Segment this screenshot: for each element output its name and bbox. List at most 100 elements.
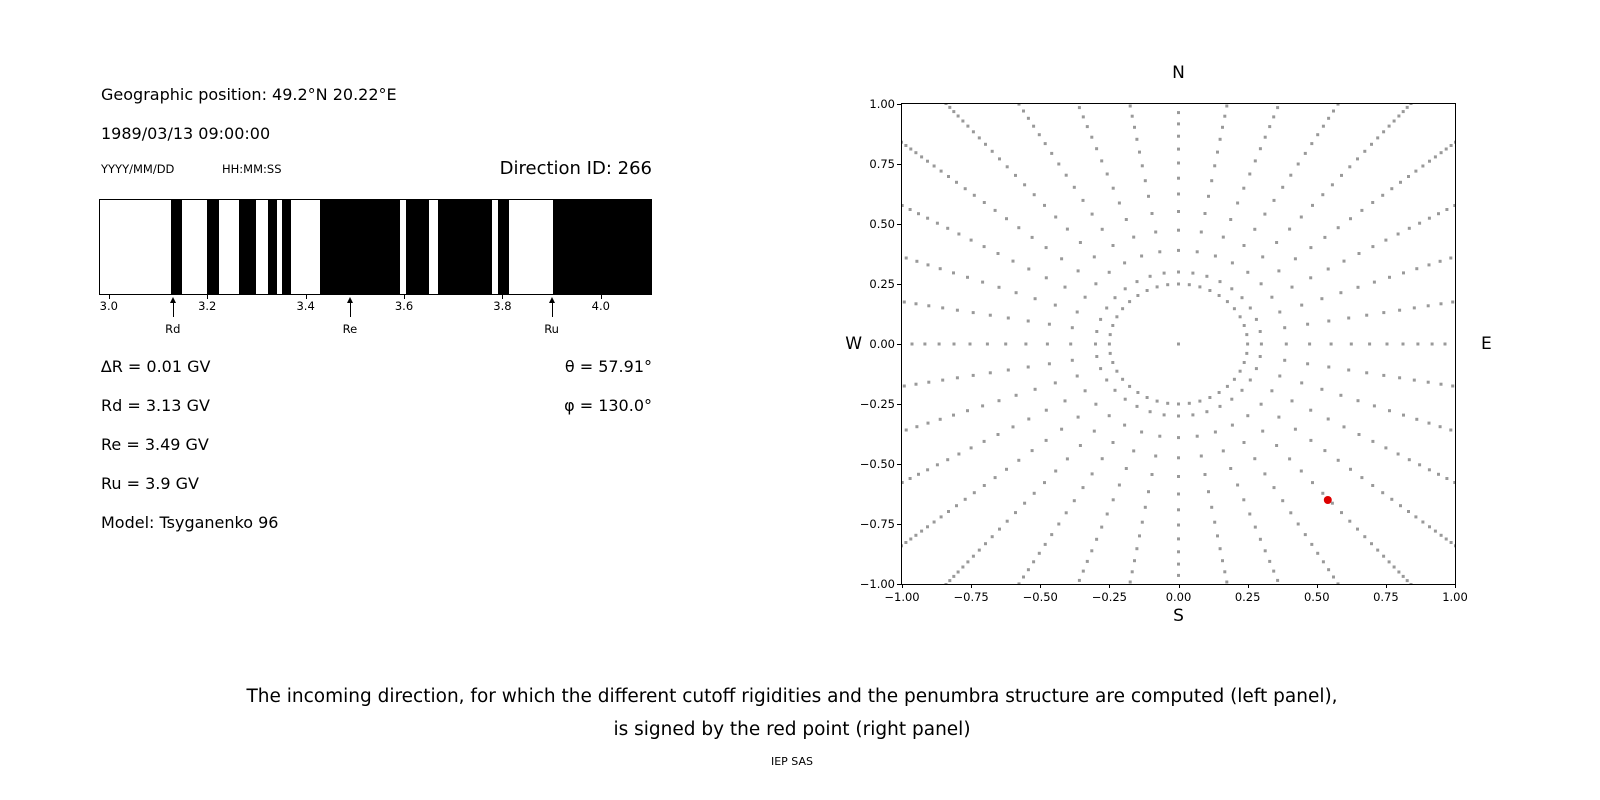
direction-grid-dot [1445,477,1449,480]
direction-grid-dot [937,342,941,346]
direction-grid-dot [993,208,997,212]
direction-grid-dot [1005,217,1008,221]
direction-grid-dot [1381,491,1385,495]
penumbra-x-tick [305,295,307,299]
direction-grid-dot [902,140,903,144]
direction-grid-dot [1372,280,1376,284]
direction-grid-dot [1132,235,1136,239]
direction-grid-dot [985,342,989,346]
direction-grid-dot [1223,570,1227,574]
direction-grid-dot [955,504,958,508]
direction-grid-dot [1135,404,1139,408]
direction-grid-dot [1085,559,1089,563]
direction-grid-dot [1296,162,1300,166]
direction-grid-dot [1342,425,1346,429]
direction-grid-dot [1405,579,1409,583]
direction-grid-dot [1427,263,1431,267]
direction-grid-dot [1427,421,1431,425]
direction-grid-dot [993,476,997,480]
rd-marker-label: Rd [165,322,181,336]
penumbra-band [171,200,183,294]
direction-grid-dot [926,525,929,529]
direction-grid-dot [1023,183,1027,187]
direction-grid-dot [1138,150,1141,154]
direction-grid-dot [1100,457,1104,461]
scatter-x-tick-label: 0.00 [1165,590,1192,604]
direction-grid-dot [1426,380,1430,384]
scatter-y-tick [897,164,901,165]
direction-grid-dot [1111,441,1115,444]
direction-grid-dot [1276,578,1280,582]
theta-text: θ = 57.91° [564,357,652,376]
direction-grid-dot [1327,365,1331,369]
direction-grid-dot [1032,124,1036,128]
direction-grid-dot [1053,303,1057,307]
direction-grid-dot [1347,368,1351,372]
direction-grid-dot [1132,449,1136,453]
direction-grid-dot [1148,274,1152,278]
direction-grid-dot [1415,417,1419,421]
direction-grid-dot [1259,402,1263,406]
direction-grid-dot [1130,570,1134,574]
direction-grid-dot [1027,267,1031,271]
direction-grid-dot [972,491,976,495]
direction-grid-dot [1272,569,1276,573]
direction-grid-dot [1370,542,1373,546]
direction-grid-dot [1405,105,1409,109]
direction-grid-dot [1365,313,1369,317]
direction-grid-dot [927,304,931,308]
direction-grid-dot [1444,147,1448,151]
direction-grid-dot [1044,438,1048,442]
direction-grid-dot [1133,559,1136,563]
direction-grid-dot [1381,193,1385,197]
direction-grid-dot [981,280,985,284]
re-text: Re = 3.49 GV [101,435,209,454]
direction-grid-dot [1392,565,1396,569]
direction-grid-dot [1105,172,1109,176]
direction-grid-dot [1225,300,1229,304]
direction-grid-dot [1064,511,1068,515]
direction-grid-dot [941,306,945,310]
direction-grid-dot [1143,505,1147,509]
direction-grid-dot [1372,404,1376,408]
direction-grid-dot [1014,393,1018,397]
direction-grid-dot [1283,358,1287,362]
direction-grid-dot [1100,159,1104,163]
scatter-x-tick-label: 1.00 [1442,590,1468,604]
direction-grid-dot [1044,276,1048,280]
direction-grid-dot [1261,255,1265,259]
direction-grid-dot [1072,185,1076,189]
direction-grid-dot [1133,125,1136,129]
penumbra-x-tick [108,295,110,299]
direction-grid-dot [935,463,939,467]
direction-grid-dot [982,245,986,249]
direction-grid-dot [1123,397,1127,401]
direction-grid-dot [1094,402,1098,406]
direction-grid-dot [1323,449,1327,453]
direction-grid-dot [1299,215,1303,219]
date-format-label: YYYY/MM/DD [101,162,175,176]
direction-grid-dot [1384,446,1388,450]
direction-grid-dot [1268,559,1272,563]
direction-grid-dot [1162,413,1166,417]
direction-grid-dot [1090,472,1094,476]
direction-grid-dot [966,409,969,413]
direction-grid-dot [1111,361,1115,364]
direction-grid-dot [1136,391,1140,394]
direction-grid-dot [1453,481,1455,484]
penumbra-x-tick-label: 3.4 [296,299,315,313]
direction-grid-dot [996,433,1000,436]
direction-grid-dot [1412,378,1416,382]
direction-grid-dot [1177,111,1180,115]
direction-grid-dot [952,413,955,417]
direction-grid-dot [1415,267,1419,271]
direction-grid-dot [1099,367,1103,371]
direction-grid-dot [1135,547,1139,551]
direction-grid-dot [1195,250,1199,254]
direction-grid-dot [1158,434,1162,438]
direction-grid-dot [1090,549,1094,553]
ru-arrow-icon [548,297,555,317]
scatter-y-tick [897,404,901,405]
direction-grid-dot [948,579,952,583]
direction-grid-dot [1225,104,1229,108]
